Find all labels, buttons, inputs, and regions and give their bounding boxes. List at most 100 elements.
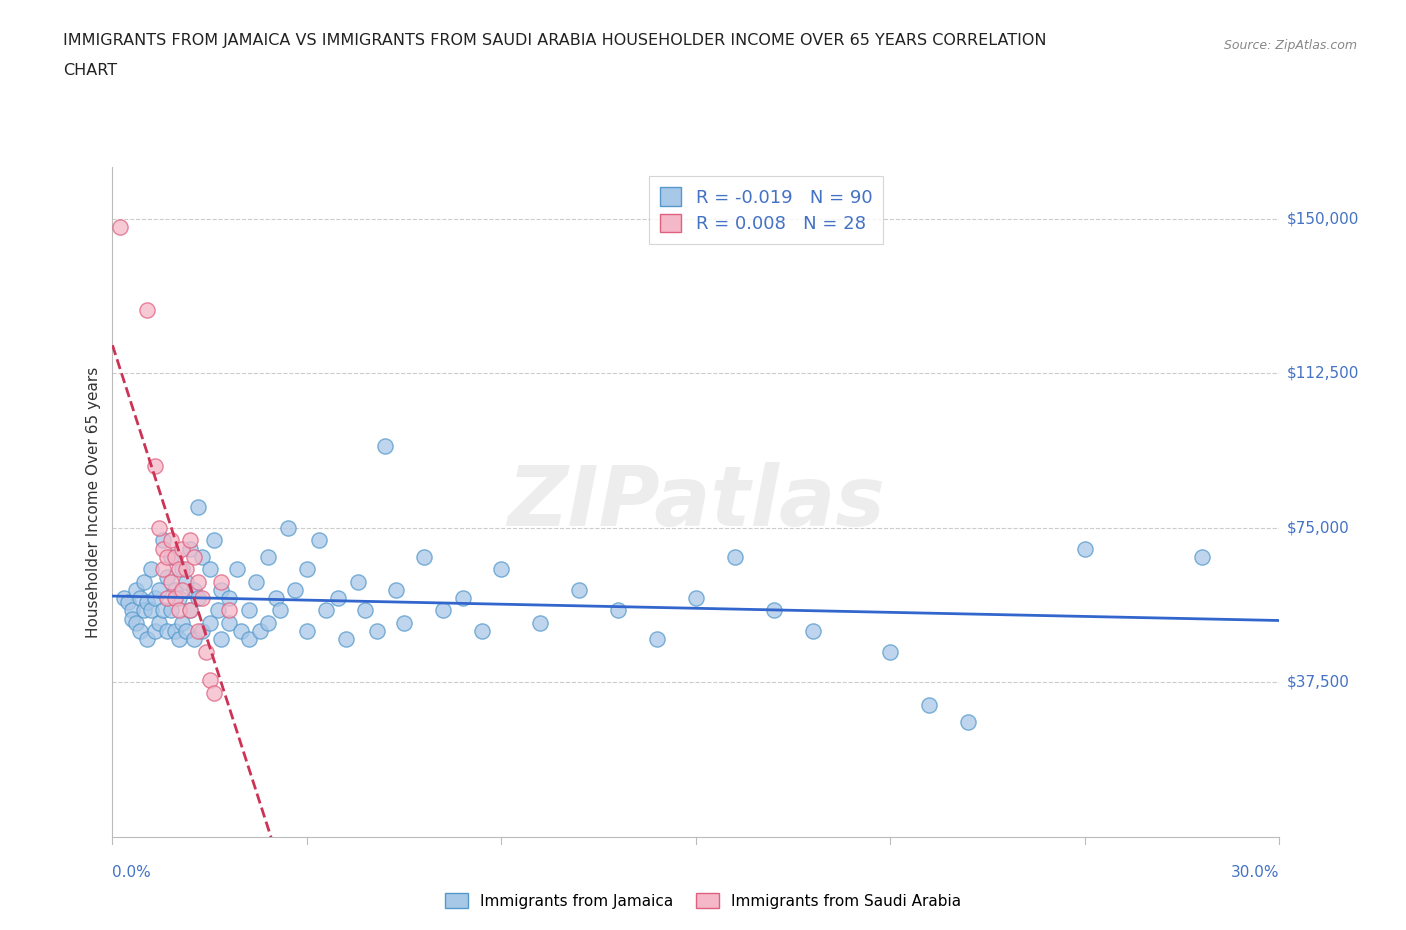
Point (762, 603, 785, 618)
Point (264, 591, 287, 605)
Point (160, 533, 183, 548)
Y-axis label: Householder Income Over 65 years: Householder Income Over 65 years (86, 366, 101, 638)
Point (187, 623, 209, 638)
Point (491, 562, 513, 577)
Point (392, 616, 416, 631)
Point (176, 574, 198, 589)
Point (645, 631, 668, 646)
Point (141, 603, 163, 618)
Point (529, 616, 551, 631)
Text: $112,500: $112,500 (1286, 365, 1358, 381)
Point (156, 591, 179, 605)
Point (1074, 541, 1097, 556)
Point (160, 574, 183, 589)
Point (167, 562, 190, 577)
Point (152, 533, 174, 548)
Point (198, 562, 221, 577)
Point (249, 623, 271, 638)
Point (685, 591, 707, 605)
Point (374, 438, 396, 453)
Point (125, 616, 148, 631)
Point (346, 574, 368, 589)
Point (143, 458, 166, 473)
Point (125, 582, 148, 597)
Point (179, 603, 201, 618)
Legend: Immigrants from Jamaica, Immigrants from Saudi Arabia: Immigrants from Jamaica, Immigrants from… (439, 886, 967, 915)
Point (179, 533, 201, 548)
Point (172, 616, 194, 631)
Point (198, 673, 221, 688)
Point (957, 714, 980, 729)
Point (152, 541, 174, 556)
Point (167, 591, 190, 605)
Point (156, 550, 179, 565)
Point (568, 582, 591, 597)
Point (176, 623, 198, 638)
Point (238, 631, 260, 646)
Point (229, 623, 252, 638)
Point (183, 550, 205, 565)
Point (187, 574, 209, 589)
Text: 30.0%: 30.0% (1232, 865, 1279, 880)
Point (1191, 550, 1213, 565)
Text: $150,000: $150,000 (1286, 211, 1358, 226)
Point (167, 631, 190, 646)
Point (412, 550, 434, 565)
Point (451, 591, 474, 605)
Point (432, 603, 454, 618)
Point (176, 562, 198, 577)
Point (179, 603, 201, 618)
Point (471, 623, 494, 638)
Point (918, 698, 941, 712)
Point (385, 582, 408, 597)
Text: $37,500: $37,500 (1286, 675, 1350, 690)
Point (269, 603, 291, 618)
Point (160, 603, 183, 618)
Point (136, 302, 159, 317)
Point (207, 603, 229, 618)
Point (110, 219, 132, 234)
Point (607, 603, 630, 618)
Point (218, 603, 240, 618)
Text: CHART: CHART (63, 63, 117, 78)
Point (183, 631, 205, 646)
Point (801, 623, 824, 638)
Point (163, 582, 186, 597)
Point (152, 562, 174, 577)
Point (326, 591, 349, 605)
Point (191, 591, 214, 605)
Point (238, 603, 260, 618)
Point (276, 521, 298, 536)
Point (132, 603, 155, 618)
Point (202, 533, 225, 548)
Point (191, 550, 214, 565)
Text: $75,000: $75,000 (1286, 521, 1350, 536)
Point (218, 591, 240, 605)
Text: ZIPatlas: ZIPatlas (508, 461, 884, 543)
Point (128, 591, 150, 605)
Point (198, 616, 221, 631)
Point (143, 623, 166, 638)
Point (245, 574, 267, 589)
Point (183, 582, 205, 597)
Point (121, 611, 143, 626)
Point (191, 623, 214, 638)
Point (226, 562, 249, 577)
Point (354, 603, 377, 618)
Point (141, 562, 163, 577)
Point (179, 541, 201, 556)
Point (156, 570, 179, 585)
Point (172, 562, 194, 577)
Point (194, 644, 217, 659)
Point (187, 500, 209, 515)
Point (257, 550, 280, 565)
Point (295, 562, 318, 577)
Point (132, 574, 155, 589)
Point (187, 591, 209, 605)
Point (163, 550, 186, 565)
Point (257, 616, 280, 631)
Point (143, 591, 166, 605)
Point (879, 644, 901, 659)
Point (148, 616, 170, 631)
Point (724, 550, 747, 565)
